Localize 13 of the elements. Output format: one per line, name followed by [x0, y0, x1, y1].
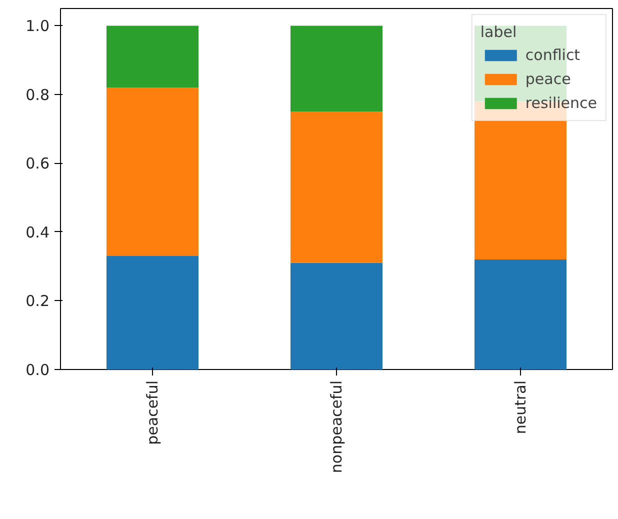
y-tick-label: 0.2 — [26, 292, 50, 310]
y-tick-label: 1.0 — [26, 17, 50, 36]
x-tick-label: neutral — [512, 380, 530, 434]
y-tick-label: 0.0 — [26, 361, 50, 379]
legend-label: resilience — [525, 94, 597, 112]
legend-title: label — [480, 23, 518, 41]
y-tick-label: 0.4 — [26, 223, 50, 242]
x-tick-label: nonpeaceful — [328, 380, 346, 474]
legend-label: peace — [525, 70, 571, 88]
x-tick-label: peaceful — [144, 380, 162, 445]
legend-label: conflict — [525, 46, 580, 64]
y-tick-label: 0.8 — [26, 86, 50, 104]
y-tick-label: 0.6 — [26, 154, 50, 173]
